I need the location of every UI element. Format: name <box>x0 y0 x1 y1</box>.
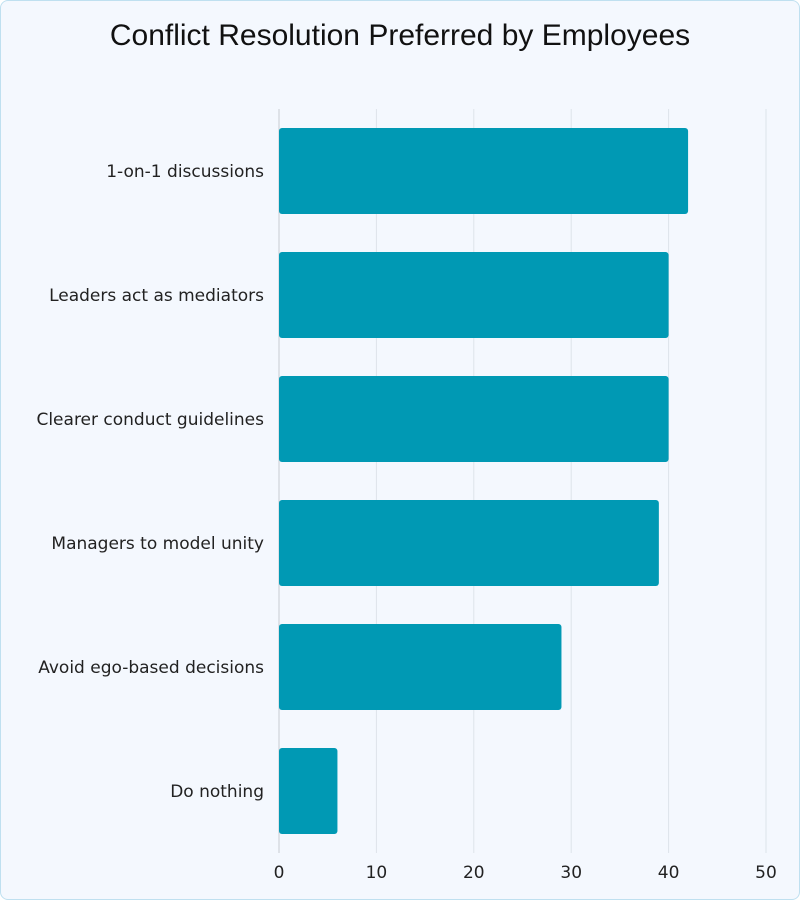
category-label: Do nothing <box>170 782 264 802</box>
x-tick-label: 30 <box>560 863 582 883</box>
chart-title: Conflict Resolution Preferred by Employe… <box>109 19 691 52</box>
bar <box>279 624 562 710</box>
bar <box>279 252 669 338</box>
category-label: 1-on-1 discussions <box>106 162 264 182</box>
bar <box>279 748 338 834</box>
x-tick-label: 40 <box>658 863 680 883</box>
category-label: Clearer conduct guidelines <box>36 410 264 430</box>
category-label: Managers to model unity <box>51 534 264 554</box>
x-tick-label: 50 <box>755 863 777 883</box>
x-tick-label: 10 <box>366 863 388 883</box>
x-tick-label: 0 <box>274 863 285 883</box>
x-tick-label: 20 <box>463 863 485 883</box>
bar <box>279 128 689 214</box>
category-label: Avoid ego-based decisions <box>38 658 264 678</box>
bar <box>279 500 659 586</box>
category-label: Leaders act as mediators <box>49 286 264 306</box>
bar <box>279 376 669 462</box>
